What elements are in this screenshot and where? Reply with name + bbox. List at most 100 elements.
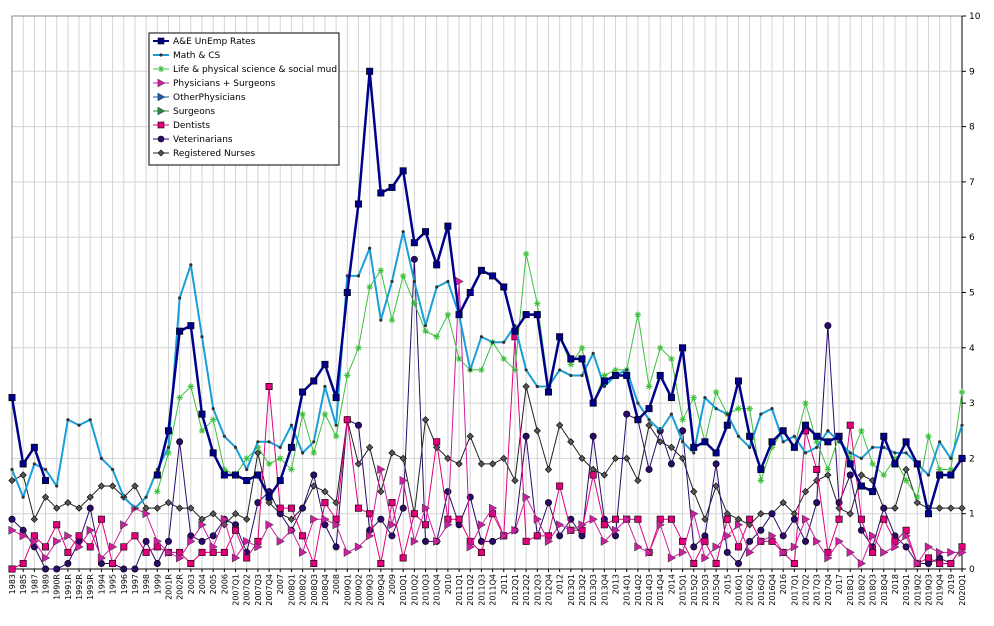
x-tick-label: 2008Q3: [310, 574, 319, 606]
series-group: [8, 67, 967, 573]
data-point: [99, 456, 104, 460]
data-point: [813, 465, 821, 473]
data-point: [120, 565, 128, 573]
star-stroke: [288, 466, 295, 473]
x-tick-label: 2012Q1: [511, 574, 520, 606]
data-point: [157, 65, 165, 73]
data-point: [534, 300, 541, 307]
x-tick-label: 2009Q3: [366, 574, 375, 606]
data-point: [869, 460, 876, 468]
data-point: [857, 558, 867, 569]
data-point: [690, 487, 698, 496]
data-point: [189, 263, 193, 267]
y-tick-label: 4: [969, 344, 975, 354]
data-point: [299, 547, 308, 557]
data-point: [243, 455, 250, 462]
y-tick-label: 2: [969, 454, 975, 464]
star-stroke: [266, 461, 272, 467]
star-stroke: [523, 251, 529, 257]
x-tick-label: 2009Q1: [343, 574, 352, 606]
data-point: [354, 504, 362, 512]
data-point: [634, 515, 642, 523]
star-stroke: [344, 372, 350, 379]
data-point: [913, 558, 922, 569]
data-point: [846, 460, 854, 468]
data-point: [310, 471, 318, 479]
data-point: [535, 384, 539, 389]
star-stroke: [188, 383, 194, 390]
legend-label: Dentists: [173, 121, 210, 131]
data-point: [835, 515, 843, 523]
data-point: [410, 536, 420, 546]
data-point: [801, 487, 810, 496]
data-point: [580, 373, 584, 378]
star-stroke: [158, 66, 164, 72]
data-point: [511, 327, 519, 335]
data-point: [893, 451, 897, 455]
data-point: [388, 532, 396, 540]
data-point: [334, 423, 338, 427]
x-tick-label: 2013: [612, 574, 621, 594]
data-point: [701, 553, 710, 563]
data-point: [544, 465, 553, 474]
data-point: [379, 318, 383, 322]
data-point: [611, 525, 621, 535]
star-stroke: [277, 455, 283, 461]
data-point: [21, 495, 25, 499]
x-tick-label: 1994: [97, 574, 106, 594]
data-point: [757, 510, 765, 518]
star-stroke: [456, 356, 462, 362]
data-point: [164, 499, 173, 507]
data-point: [746, 547, 755, 557]
x-tick-label: 2016: [779, 574, 788, 594]
data-point: [790, 559, 798, 567]
data-point: [321, 410, 329, 418]
data-point: [792, 434, 796, 438]
data-point: [254, 449, 262, 457]
x-tick-label: 2019Q1: [902, 574, 911, 606]
data-point: [500, 531, 509, 541]
data-point: [399, 475, 408, 486]
data-point: [790, 515, 798, 523]
data-point: [734, 559, 742, 567]
data-point: [880, 504, 888, 512]
data-point: [444, 454, 452, 463]
data-point: [779, 547, 788, 557]
data-point: [41, 553, 51, 563]
data-point: [323, 384, 327, 389]
data-point: [176, 438, 184, 446]
data-point: [533, 532, 541, 540]
data-point: [757, 477, 765, 484]
data-point: [198, 548, 206, 556]
data-point: [600, 471, 608, 479]
x-tick-label: 2017Q4: [824, 574, 833, 606]
data-point: [299, 388, 307, 396]
star-stroke: [355, 345, 362, 351]
data-point: [502, 340, 506, 344]
data-point: [544, 536, 554, 546]
data-point: [232, 471, 240, 479]
data-point: [209, 532, 217, 540]
data-point: [108, 482, 117, 490]
data-point: [701, 438, 709, 446]
data-point: [623, 410, 631, 418]
data-point: [153, 471, 161, 479]
x-tick-label: 2012Q3: [533, 574, 542, 606]
data-point: [477, 520, 487, 530]
x-tick-label: 2013Q2: [578, 574, 587, 606]
data-point: [310, 377, 318, 385]
data-point: [902, 531, 911, 541]
data-point: [377, 559, 385, 567]
star-stroke: [579, 345, 585, 351]
data-point: [947, 504, 955, 512]
x-tick-label: 2013Q4: [600, 574, 609, 606]
data-point: [8, 525, 17, 535]
data-point: [634, 476, 642, 485]
data-point: [131, 565, 139, 573]
data-point: [690, 509, 699, 519]
star-stroke: [914, 494, 920, 500]
data-point: [589, 432, 597, 440]
data-point: [533, 427, 541, 435]
